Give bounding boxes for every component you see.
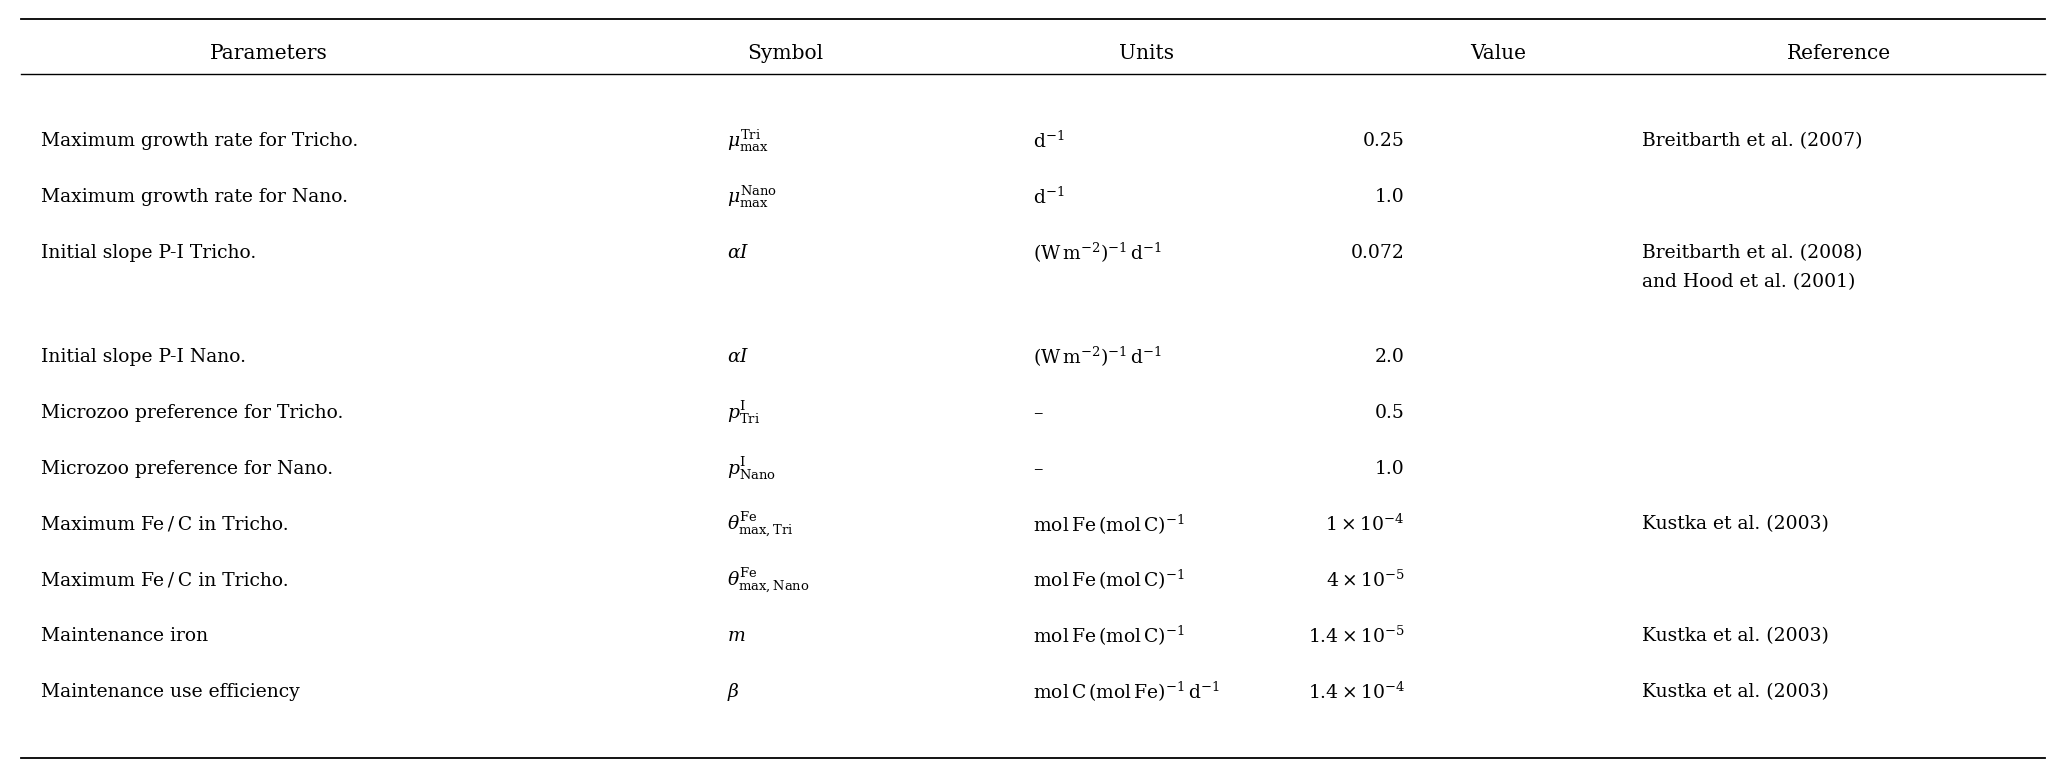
Text: Microzoo preference for Tricho.: Microzoo preference for Tricho. (41, 404, 343, 422)
Text: Initial slope P-I Tricho.: Initial slope P-I Tricho. (41, 244, 256, 262)
Text: $\mathrm{mol\,Fe\,(mol\,C)}^{-1}$: $\mathrm{mol\,Fe\,(mol\,C)}^{-1}$ (1033, 568, 1184, 592)
Text: $\mathrm{d}^{-1}$: $\mathrm{d}^{-1}$ (1033, 131, 1064, 152)
Text: 0.5: 0.5 (1376, 404, 1405, 422)
Text: Breitbarth et al. (2008): Breitbarth et al. (2008) (1642, 244, 1864, 262)
Text: Reference: Reference (1787, 44, 1890, 63)
Text: 0.072: 0.072 (1351, 244, 1405, 262)
Text: $\mu^{\mathrm{Tri}}_{\mathrm{max}}$: $\mu^{\mathrm{Tri}}_{\mathrm{max}}$ (727, 128, 769, 154)
Text: Maximum Fe / C in Tricho.: Maximum Fe / C in Tricho. (41, 516, 289, 533)
Text: $(\mathrm{W\,m}^{-2})^{-1}\,\mathrm{d}^{-1}$: $(\mathrm{W\,m}^{-2})^{-1}\,\mathrm{d}^{… (1033, 345, 1163, 369)
Text: Microzoo preference for Nano.: Microzoo preference for Nano. (41, 460, 333, 478)
Text: Initial slope P-I Nano.: Initial slope P-I Nano. (41, 348, 246, 366)
Text: Parameters: Parameters (211, 44, 326, 63)
Text: $\mu^{\mathrm{Nano}}_{\mathrm{max}}$: $\mu^{\mathrm{Nano}}_{\mathrm{max}}$ (727, 184, 777, 210)
Text: $1 \times 10^{-4}$: $1 \times 10^{-4}$ (1326, 514, 1405, 535)
Text: $\mathrm{mol\,C\,(mol\,Fe)}^{-1}\,\mathrm{d}^{-1}$: $\mathrm{mol\,C\,(mol\,Fe)}^{-1}\,\mathr… (1033, 680, 1219, 704)
Text: $\beta$: $\beta$ (727, 681, 740, 703)
Text: $m$: $m$ (727, 627, 746, 645)
Text: 0.25: 0.25 (1364, 132, 1405, 151)
Text: Maintenance use efficiency: Maintenance use efficiency (41, 683, 300, 701)
Text: $\theta^{\mathrm{Fe}}_{\mathrm{max,Tri}}$: $\theta^{\mathrm{Fe}}_{\mathrm{max,Tri}}… (727, 510, 793, 539)
Text: $\mathrm{mol\,Fe\,(mol\,C)}^{-1}$: $\mathrm{mol\,Fe\,(mol\,C)}^{-1}$ (1033, 624, 1184, 648)
Text: $4 \times 10^{-5}$: $4 \times 10^{-5}$ (1326, 570, 1405, 591)
Text: $1.4 \times 10^{-5}$: $1.4 \times 10^{-5}$ (1308, 626, 1405, 646)
Text: –: – (1033, 404, 1043, 422)
Text: $\theta^{\mathrm{Fe}}_{\mathrm{max,Nano}}$: $\theta^{\mathrm{Fe}}_{\mathrm{max,Nano}… (727, 566, 810, 594)
Text: $(\mathrm{W\,m}^{-2})^{-1}\,\mathrm{d}^{-1}$: $(\mathrm{W\,m}^{-2})^{-1}\,\mathrm{d}^{… (1033, 241, 1163, 265)
Text: $p^{\mathrm{I}}_{\mathrm{Tri}}$: $p^{\mathrm{I}}_{\mathrm{Tri}}$ (727, 400, 760, 426)
Text: –: – (1033, 460, 1043, 478)
Text: Maximum growth rate for Tricho.: Maximum growth rate for Tricho. (41, 132, 359, 151)
Text: Kustka et al. (2003): Kustka et al. (2003) (1642, 516, 1828, 533)
Text: 1.0: 1.0 (1376, 188, 1405, 206)
Text: $1.4 \times 10^{-4}$: $1.4 \times 10^{-4}$ (1308, 681, 1405, 702)
Text: Maximum Fe / C in Tricho.: Maximum Fe / C in Tricho. (41, 571, 289, 589)
Text: 1.0: 1.0 (1376, 460, 1405, 478)
Text: $\alpha I$: $\alpha I$ (727, 348, 750, 366)
Text: Kustka et al. (2003): Kustka et al. (2003) (1642, 627, 1828, 645)
Text: $p^{\mathrm{I}}_{\mathrm{Nano}}$: $p^{\mathrm{I}}_{\mathrm{Nano}}$ (727, 455, 777, 482)
Text: and Hood et al. (2001): and Hood et al. (2001) (1642, 273, 1855, 291)
Text: Units: Units (1120, 44, 1173, 63)
Text: Maintenance iron: Maintenance iron (41, 627, 209, 645)
Text: Breitbarth et al. (2007): Breitbarth et al. (2007) (1642, 132, 1864, 151)
Text: 2.0: 2.0 (1376, 348, 1405, 366)
Text: Value: Value (1469, 44, 1527, 63)
Text: $\mathrm{d}^{-1}$: $\mathrm{d}^{-1}$ (1033, 186, 1064, 208)
Text: $\alpha I$: $\alpha I$ (727, 244, 750, 262)
Text: Maximum growth rate for Nano.: Maximum growth rate for Nano. (41, 188, 349, 206)
Text: Symbol: Symbol (748, 44, 822, 63)
Text: Kustka et al. (2003): Kustka et al. (2003) (1642, 683, 1828, 701)
Text: $\mathrm{mol\,Fe\,(mol\,C)}^{-1}$: $\mathrm{mol\,Fe\,(mol\,C)}^{-1}$ (1033, 513, 1184, 536)
